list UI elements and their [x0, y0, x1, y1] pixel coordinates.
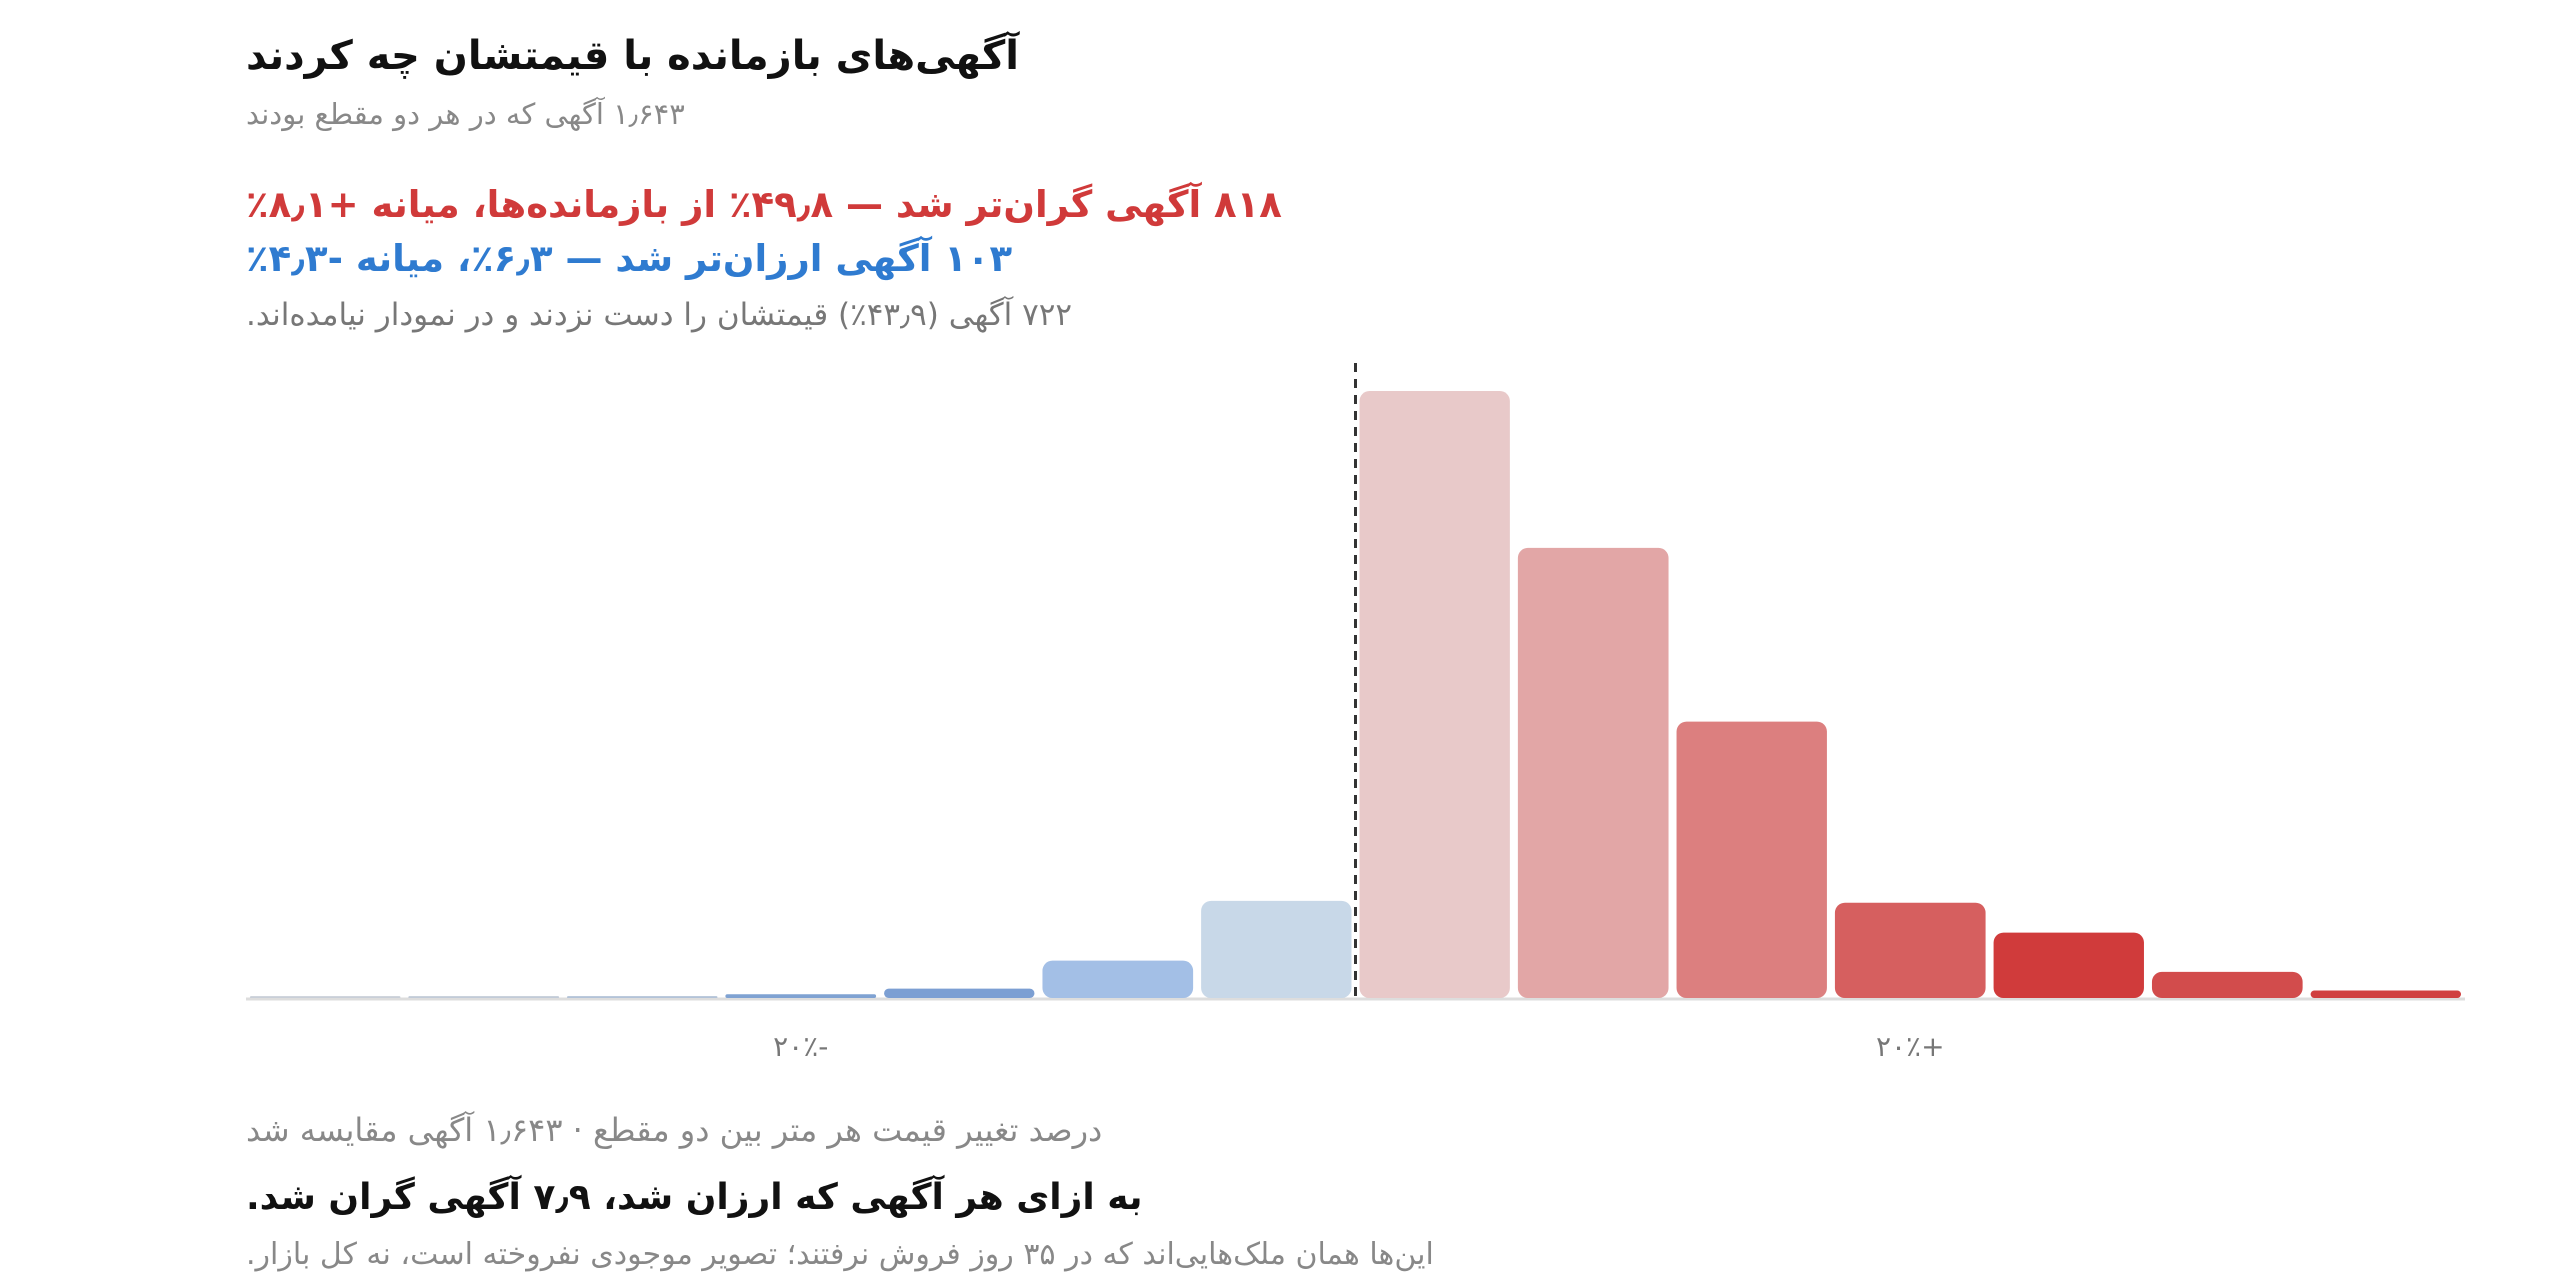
bar [1834, 902, 1986, 998]
x-tick-label: +۲۰٪ [1876, 1030, 1945, 1063]
bar [2151, 971, 2303, 998]
bar [1042, 960, 1194, 998]
bar [408, 996, 560, 998]
bar [1676, 721, 1827, 998]
takeaway: به ازای هر آگهی که ارزان شد، ۷٫۹ آگهی گر… [246, 1177, 1143, 1218]
bar [250, 996, 401, 998]
bar [2310, 990, 2461, 998]
x-tick-label: -۲۰٪ [773, 1030, 828, 1063]
chart-subtitle: ۱٫۶۴۳ آگهی که در هر دو مقطع بودند [246, 97, 685, 131]
annotation: ۷۲۲ آگهی (۴۳٫۹٪) قیمتشان را دست نزدند و … [246, 297, 1073, 333]
bar [1359, 391, 1510, 998]
bar [884, 988, 1035, 998]
bar [725, 994, 877, 998]
bar [567, 996, 718, 998]
annotation: ۸۱۸ آگهی گران‌تر شد — ۴۹٫۸٪ از بازمانده‌… [246, 183, 1282, 226]
chart-title: آگهی‌های بازمانده با قیمتشان چه کردند [246, 33, 1019, 79]
x-axis-label: درصد تغییر قیمت هر متر بین دو مقطع · ۱٫۶… [246, 1111, 1103, 1149]
bar [1517, 547, 1669, 998]
bar [1993, 932, 2144, 998]
note: این‌ها همان ملک‌هایی‌اند که در ۳۵ روز فر… [246, 1237, 1434, 1272]
annotation: ۱۰۳ آگهی ارزان‌تر شد — ۶٫۳٪، میانه -۴٫۳٪ [246, 237, 1013, 280]
bar [1201, 900, 1352, 998]
